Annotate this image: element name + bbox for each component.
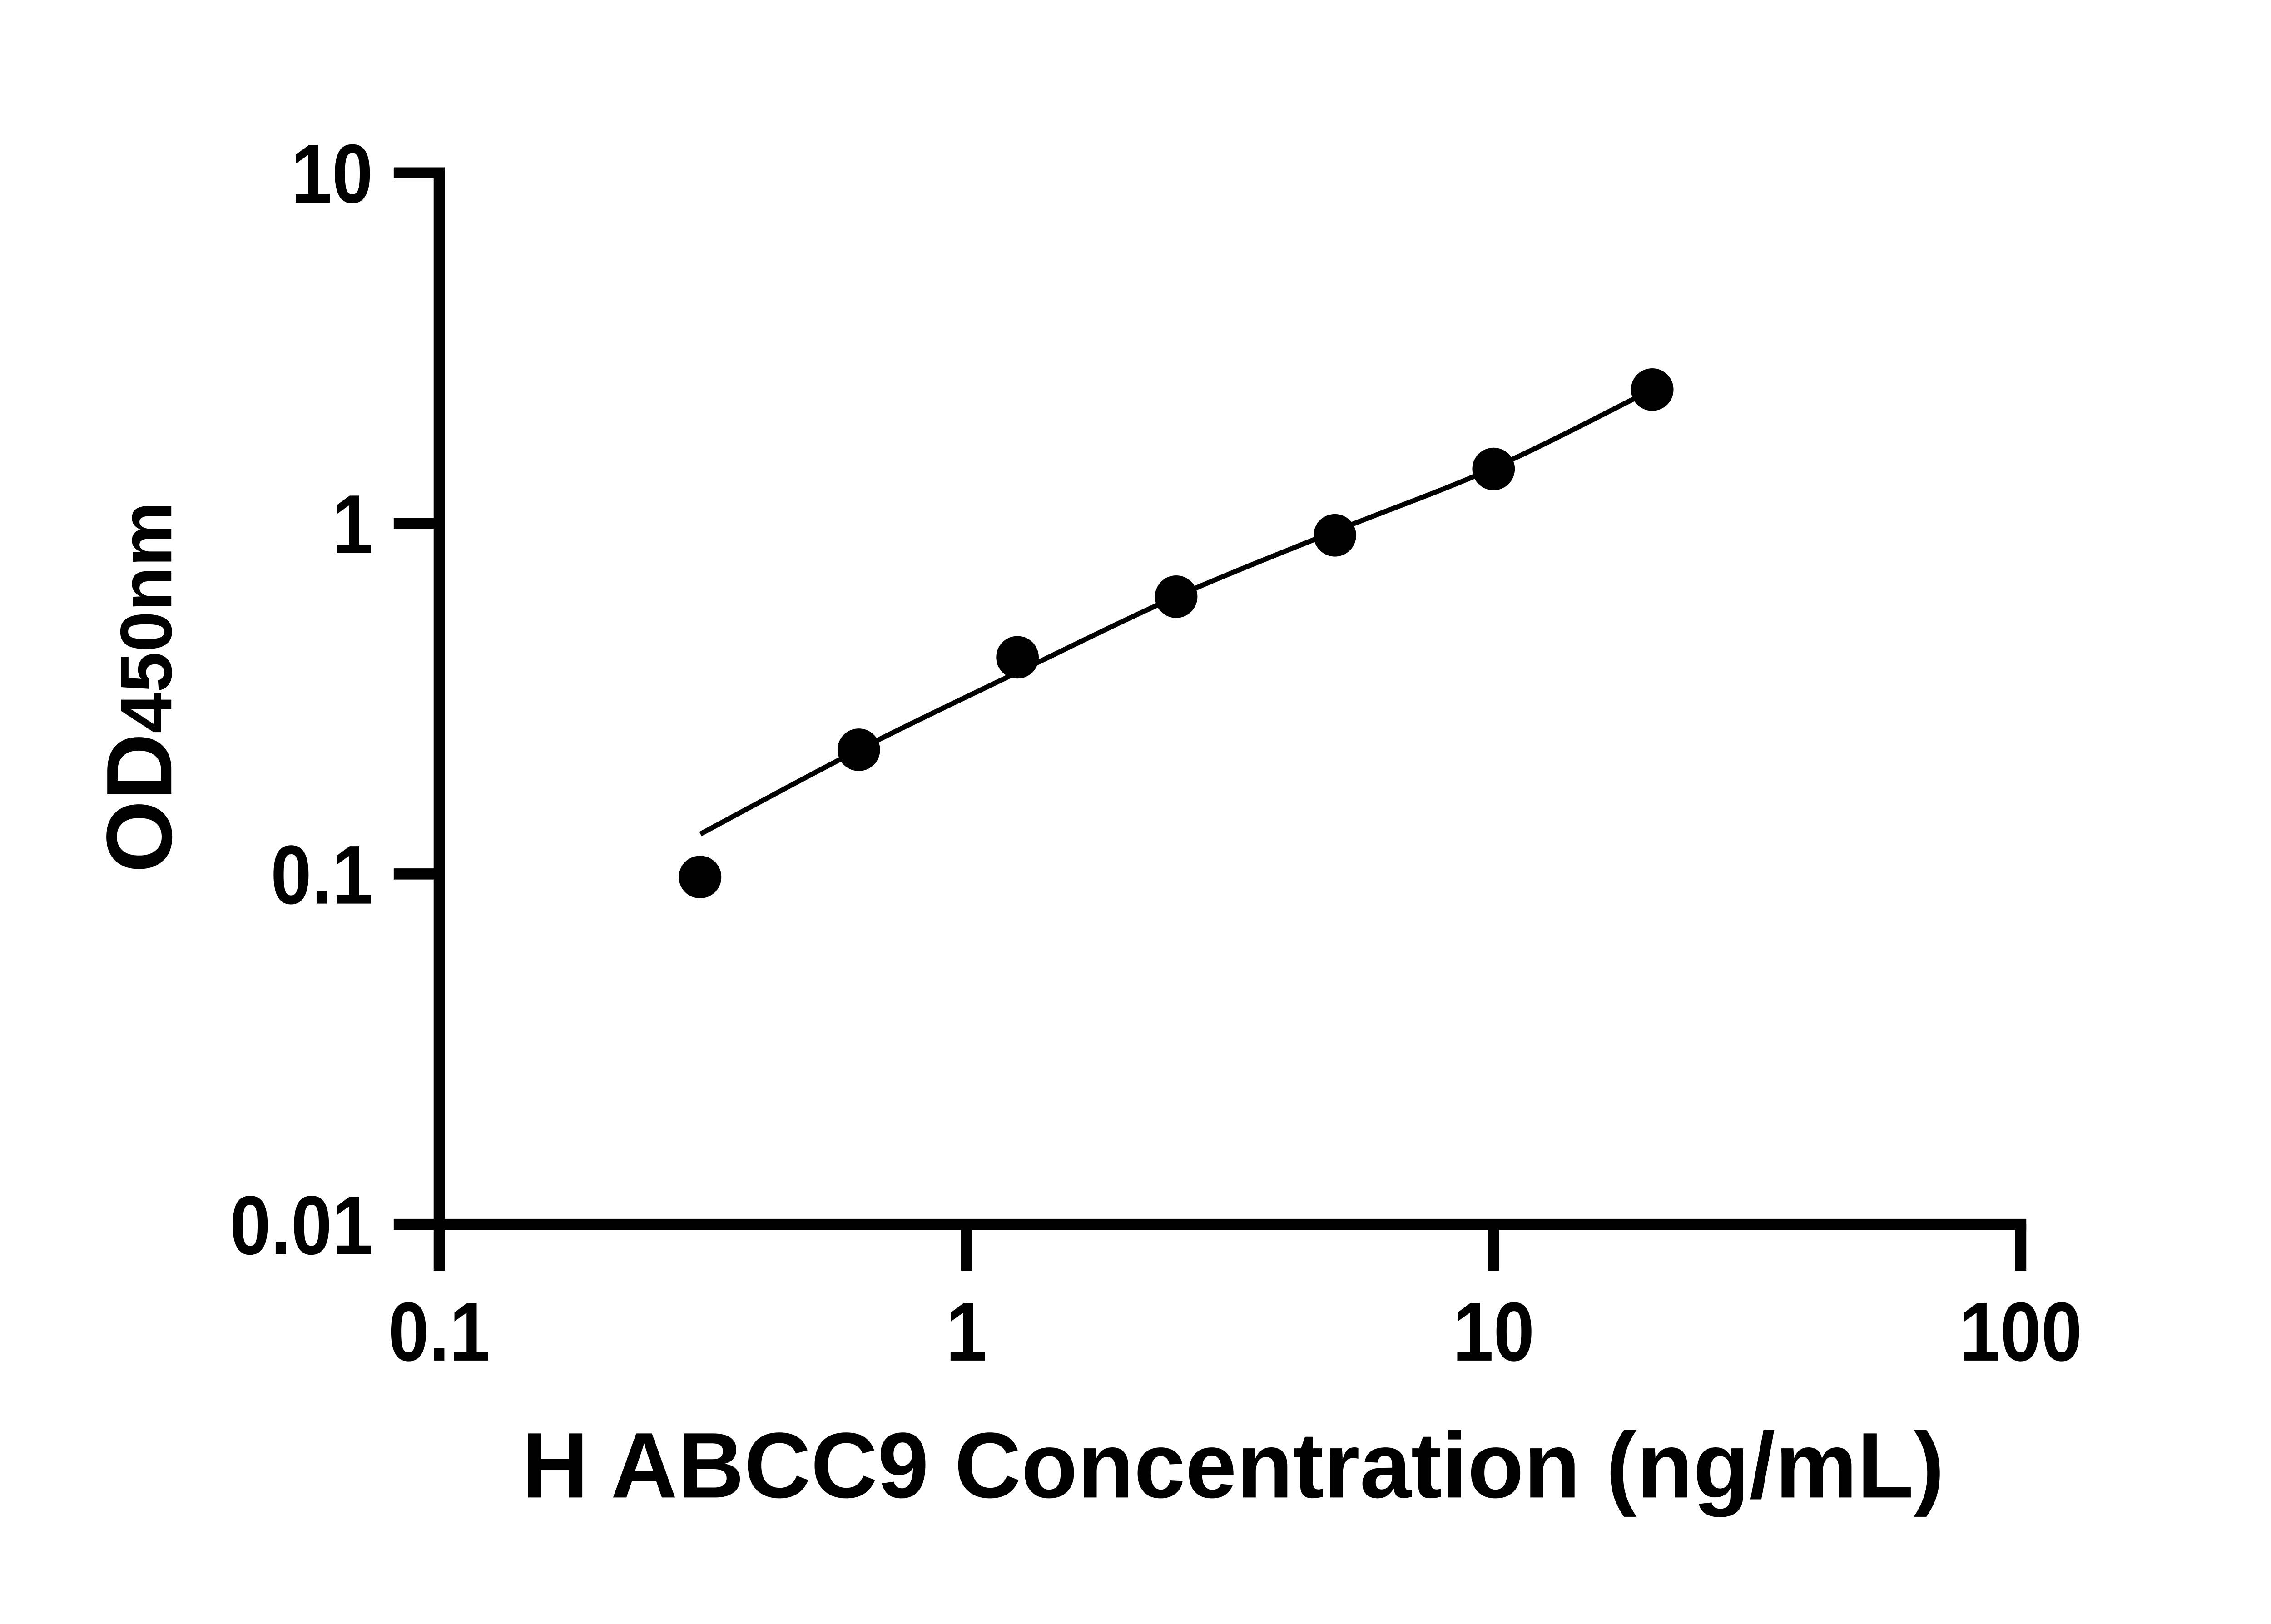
- x-tick-label-group: 10: [1453, 1285, 1534, 1378]
- x-tick-label: 100: [1959, 1285, 2082, 1378]
- x-tick-label-group: 0.1: [388, 1285, 491, 1378]
- y-axis-title-main: OD: [88, 733, 191, 873]
- data-point: [679, 856, 722, 899]
- y-tick-label-group: 1: [332, 477, 373, 571]
- x-tick-label: 1: [946, 1285, 987, 1378]
- y-axis-title-subscript: 450nm: [105, 502, 187, 733]
- y-tick-label: 1: [332, 477, 373, 571]
- chart-background: [0, 26, 2271, 1598]
- x-tick-label: 10: [1453, 1285, 1534, 1378]
- y-tick-label-group: 0.1: [271, 828, 373, 921]
- x-axis-title: H ABCC9 Concentration (ng/mL): [522, 1414, 1944, 1517]
- y-tick-label: 10: [291, 127, 373, 220]
- data-point: [996, 636, 1039, 679]
- y-axis-title: OD450nm: [88, 502, 191, 873]
- data-point: [837, 728, 880, 771]
- data-point: [1155, 575, 1198, 618]
- data-point: [1472, 447, 1515, 490]
- data-point: [1314, 514, 1356, 557]
- data-layer: [679, 368, 1674, 899]
- data-point: [1631, 368, 1674, 411]
- x-tick-label-group: 100: [1959, 1285, 2082, 1378]
- x-tick-label-group: 1: [946, 1285, 987, 1378]
- y-tick-label-group: 10: [291, 127, 373, 220]
- x-tick-label: 0.1: [388, 1285, 491, 1378]
- axes-layer: [393, 167, 2027, 1271]
- y-tick-label: 0.01: [230, 1178, 373, 1272]
- y-tick-label: 0.1: [271, 828, 373, 921]
- y-tick-label-group: 0.01: [230, 1178, 373, 1272]
